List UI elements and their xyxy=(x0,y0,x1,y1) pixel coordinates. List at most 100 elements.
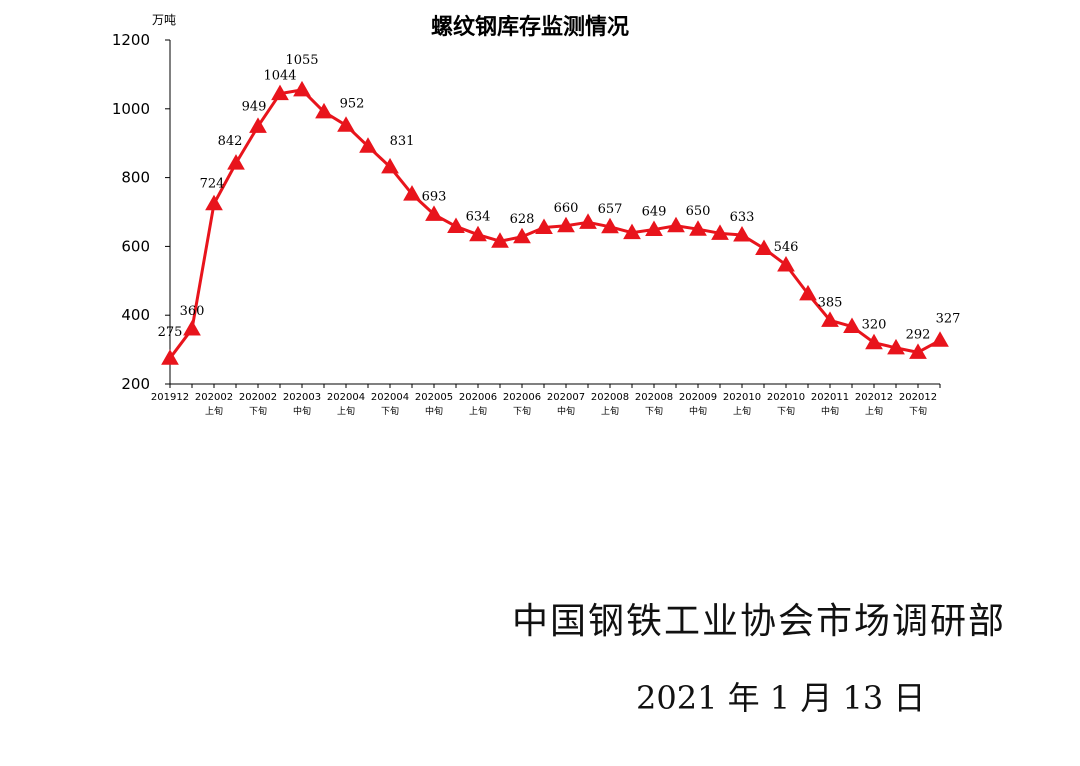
x-tick-label: 202007 xyxy=(547,392,585,403)
y-tick-label: 400 xyxy=(121,306,150,324)
series-path xyxy=(168,88,941,360)
data-point-marker xyxy=(579,213,597,229)
x-tick-label: 201912 xyxy=(151,392,189,403)
x-tick-sublabel: 上旬 xyxy=(469,405,487,417)
x-tick-label: 202006 xyxy=(459,392,497,403)
x-tick-sublabel: 中旬 xyxy=(689,405,707,417)
x-tick-label: 202002 xyxy=(195,392,233,403)
data-point-marker xyxy=(689,220,707,236)
data-label: 634 xyxy=(466,210,491,225)
data-point-marker xyxy=(821,311,839,327)
data-point-marker xyxy=(227,154,245,170)
x-tick-sublabel: 下旬 xyxy=(249,405,267,417)
data-point-marker xyxy=(887,338,905,355)
x-tick-label: 202006 xyxy=(503,392,541,403)
data-point-marker xyxy=(601,217,619,234)
data-point-marker xyxy=(623,223,641,240)
x-tick-label: 202002 xyxy=(239,392,277,403)
x-tick-label: 202009 xyxy=(679,392,717,403)
data-label: 628 xyxy=(510,212,535,227)
data-point-marker xyxy=(205,194,223,211)
data-point-marker xyxy=(843,317,861,334)
data-point-marker xyxy=(865,333,883,350)
data-label: 320 xyxy=(862,318,887,333)
data-label: 657 xyxy=(598,202,623,217)
x-tick-sublabel: 下旬 xyxy=(909,405,927,417)
data-label: 360 xyxy=(180,304,205,319)
data-label: 633 xyxy=(730,210,755,225)
data-point-marker xyxy=(513,227,531,244)
data-point-marker xyxy=(469,225,487,242)
x-tick-sublabel: 中旬 xyxy=(425,405,443,417)
y-tick-label: 1200 xyxy=(112,31,150,49)
x-tick-label: 202010 xyxy=(767,392,805,403)
x-tick-label: 202011 xyxy=(811,392,849,403)
x-tick-label: 202003 xyxy=(283,392,321,403)
data-point-marker xyxy=(909,343,927,359)
y-tick-label: 800 xyxy=(121,169,150,187)
x-tick-sublabel: 下旬 xyxy=(513,405,531,417)
x-tick-label: 202012 xyxy=(899,392,937,403)
chart-title: 螺纹钢库存监测情况 xyxy=(431,14,629,40)
data-point-marker xyxy=(249,117,267,133)
x-tick-sublabel: 下旬 xyxy=(777,405,795,417)
data-label: 292 xyxy=(906,327,931,342)
x-tick-sublabel: 下旬 xyxy=(381,405,399,417)
data-label: 649 xyxy=(642,205,667,220)
data-label: 650 xyxy=(686,204,711,219)
x-tick-label: 202008 xyxy=(635,392,673,403)
chart: 螺纹钢库存监测情况 万吨 200 400 600 800 1000 1200 201912 2… xyxy=(112,13,961,417)
x-tick-sublabel: 上旬 xyxy=(205,405,223,417)
series-line xyxy=(161,80,949,365)
x-tick-label: 202012 xyxy=(855,392,893,403)
x-tick-sublabel: 上旬 xyxy=(337,405,355,417)
data-point-marker xyxy=(931,331,949,347)
x-tick-label: 202008 xyxy=(591,392,629,403)
data-point-marker xyxy=(733,226,751,242)
y-tick-label: 600 xyxy=(121,237,150,255)
data-point-marker xyxy=(271,84,289,101)
y-unit-label: 万吨 xyxy=(152,13,176,27)
data-label: 1044 xyxy=(263,69,296,84)
data-label: 385 xyxy=(818,295,843,310)
footer-organization: 中国钢铁工业协会市场调研部 xyxy=(512,601,1007,642)
x-tick-label: 202004 xyxy=(327,392,365,403)
x-tick-sublabel: 下旬 xyxy=(645,405,663,417)
data-point-marker xyxy=(755,239,773,255)
x-tick-label: 202010 xyxy=(723,392,761,403)
data-label: 693 xyxy=(422,189,447,204)
y-tick-label: 1000 xyxy=(112,100,150,118)
x-tick-sublabel: 上旬 xyxy=(865,405,883,417)
data-point-marker xyxy=(667,216,685,233)
data-point-marker xyxy=(359,137,377,153)
axes: 200 400 600 800 1000 1200 201912 202002 上旬 202002… xyxy=(112,31,941,417)
x-tick-sublabel: 中旬 xyxy=(557,405,575,417)
data-point-marker xyxy=(645,220,663,237)
x-tick-sublabel: 中旬 xyxy=(821,405,839,417)
y-tick-label: 200 xyxy=(121,375,150,393)
data-label: 275 xyxy=(158,325,183,340)
data-label: 831 xyxy=(390,134,415,149)
data-point-marker xyxy=(161,349,179,365)
x-tick-label: 202005 xyxy=(415,392,453,403)
data-point-marker xyxy=(381,157,399,174)
data-label: 842 xyxy=(218,134,243,149)
x-tick-label: 202004 xyxy=(371,392,409,403)
data-point-marker xyxy=(799,284,817,301)
data-label: 327 xyxy=(936,311,961,326)
data-label: 546 xyxy=(774,240,799,255)
data-point-marker xyxy=(447,217,465,233)
data-label: 952 xyxy=(340,96,365,111)
x-tick-sublabel: 上旬 xyxy=(733,405,751,417)
data-label: 724 xyxy=(200,177,225,192)
x-tick-sublabel: 中旬 xyxy=(293,405,311,417)
data-point-marker xyxy=(337,116,355,132)
data-label: 660 xyxy=(554,201,579,216)
data-point-marker xyxy=(425,205,443,221)
data-point-marker xyxy=(557,216,575,233)
data-label: 949 xyxy=(242,99,267,114)
data-point-marker xyxy=(711,224,729,240)
data-point-marker xyxy=(403,185,421,201)
data-point-marker xyxy=(293,80,311,97)
